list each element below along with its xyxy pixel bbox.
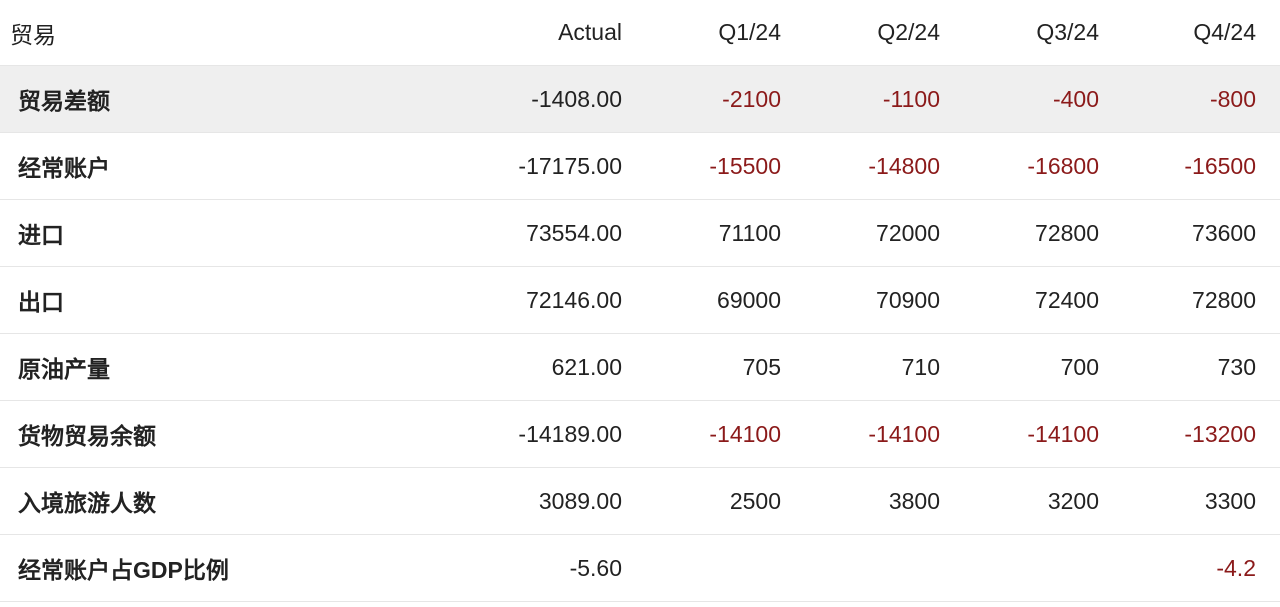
row-q4: 3300 <box>1204 487 1256 514</box>
table-row[interactable]: 贸易差额 -1408.00 -2100 -1100 -400 -800 <box>0 66 1280 133</box>
header-q1: Q1/24 <box>718 19 781 45</box>
row-actual: 73554.00 <box>526 219 622 246</box>
row-label[interactable]: 入境旅游人数 <box>18 490 156 516</box>
table-row[interactable]: 经常账户占GDP比例 -5.60 -4.2 <box>0 535 1280 602</box>
row-q4: -16500 <box>1184 152 1256 179</box>
table-row[interactable]: 货物贸易余额 -14189.00 -14100 -14100 -14100 -1… <box>0 401 1280 468</box>
row-q2: 70900 <box>876 286 940 313</box>
table-row[interactable]: 进口 73554.00 71100 72000 72800 73600 <box>0 200 1280 267</box>
row-q3: -400 <box>1052 85 1099 112</box>
row-q2: 72000 <box>876 219 940 246</box>
row-q2: -14800 <box>868 152 940 179</box>
table-row[interactable]: 原油产量 621.00 705 710 700 730 <box>0 334 1280 401</box>
row-actual: 621.00 <box>551 353 622 380</box>
row-label[interactable]: 进口 <box>18 222 64 248</box>
table-row[interactable]: 出口 72146.00 69000 70900 72400 72800 <box>0 267 1280 334</box>
row-q1: -2100 <box>722 85 781 112</box>
row-q3: -14100 <box>1027 420 1099 447</box>
header-q4: Q4/24 <box>1193 19 1256 45</box>
row-actual: -5.60 <box>569 554 622 581</box>
row-q3: 72400 <box>1035 286 1099 313</box>
row-label[interactable]: 经常账户占GDP比例 <box>18 557 229 583</box>
header-actual: Actual <box>558 19 622 45</box>
table-row[interactable]: 入境旅游人数 3089.00 2500 3800 3200 3300 <box>0 468 1280 535</box>
row-q4: -13200 <box>1184 420 1256 447</box>
row-q4: 73600 <box>1192 219 1256 246</box>
row-q2: -14100 <box>868 420 940 447</box>
row-q2: 710 <box>901 353 940 380</box>
row-q1: -15500 <box>709 152 781 179</box>
row-q1: 71100 <box>718 219 781 246</box>
row-actual: -14189.00 <box>518 420 622 447</box>
header-q2: Q2/24 <box>877 19 940 45</box>
row-actual: -1408.00 <box>531 85 622 112</box>
row-q4: 72800 <box>1192 286 1256 313</box>
row-q1: 69000 <box>717 286 781 313</box>
row-q3: -16800 <box>1027 152 1099 179</box>
row-label[interactable]: 经常账户 <box>18 155 110 181</box>
header-q3: Q3/24 <box>1036 19 1099 45</box>
table-header-row: 贸易 Actual Q1/24 Q2/24 Q3/24 Q4/24 <box>0 0 1280 66</box>
row-q4: -800 <box>1209 85 1256 112</box>
header-category: 贸易 <box>10 21 56 48</box>
row-actual: 72146.00 <box>526 286 622 313</box>
row-q1: 2500 <box>729 487 781 514</box>
row-label[interactable]: 贸易差额 <box>18 88 110 114</box>
row-actual: -17175.00 <box>518 152 622 179</box>
row-q4: -4.2 <box>1216 554 1256 581</box>
row-q1: -14100 <box>709 420 781 447</box>
table-row[interactable]: 经常账户 -17175.00 -15500 -14800 -16800 -165… <box>0 133 1280 200</box>
row-q1: 705 <box>742 353 781 380</box>
row-actual: 3089.00 <box>538 487 622 514</box>
row-q3: 3200 <box>1047 487 1099 514</box>
row-label[interactable]: 货物贸易余额 <box>18 423 156 449</box>
row-q3: 72800 <box>1035 219 1099 246</box>
row-label[interactable]: 原油产量 <box>18 356 110 382</box>
row-q3: 700 <box>1060 353 1099 380</box>
row-label[interactable]: 出口 <box>18 289 64 315</box>
row-q2: -1100 <box>882 85 940 112</box>
row-q2: 3800 <box>888 487 940 514</box>
row-q4: 730 <box>1217 353 1256 380</box>
